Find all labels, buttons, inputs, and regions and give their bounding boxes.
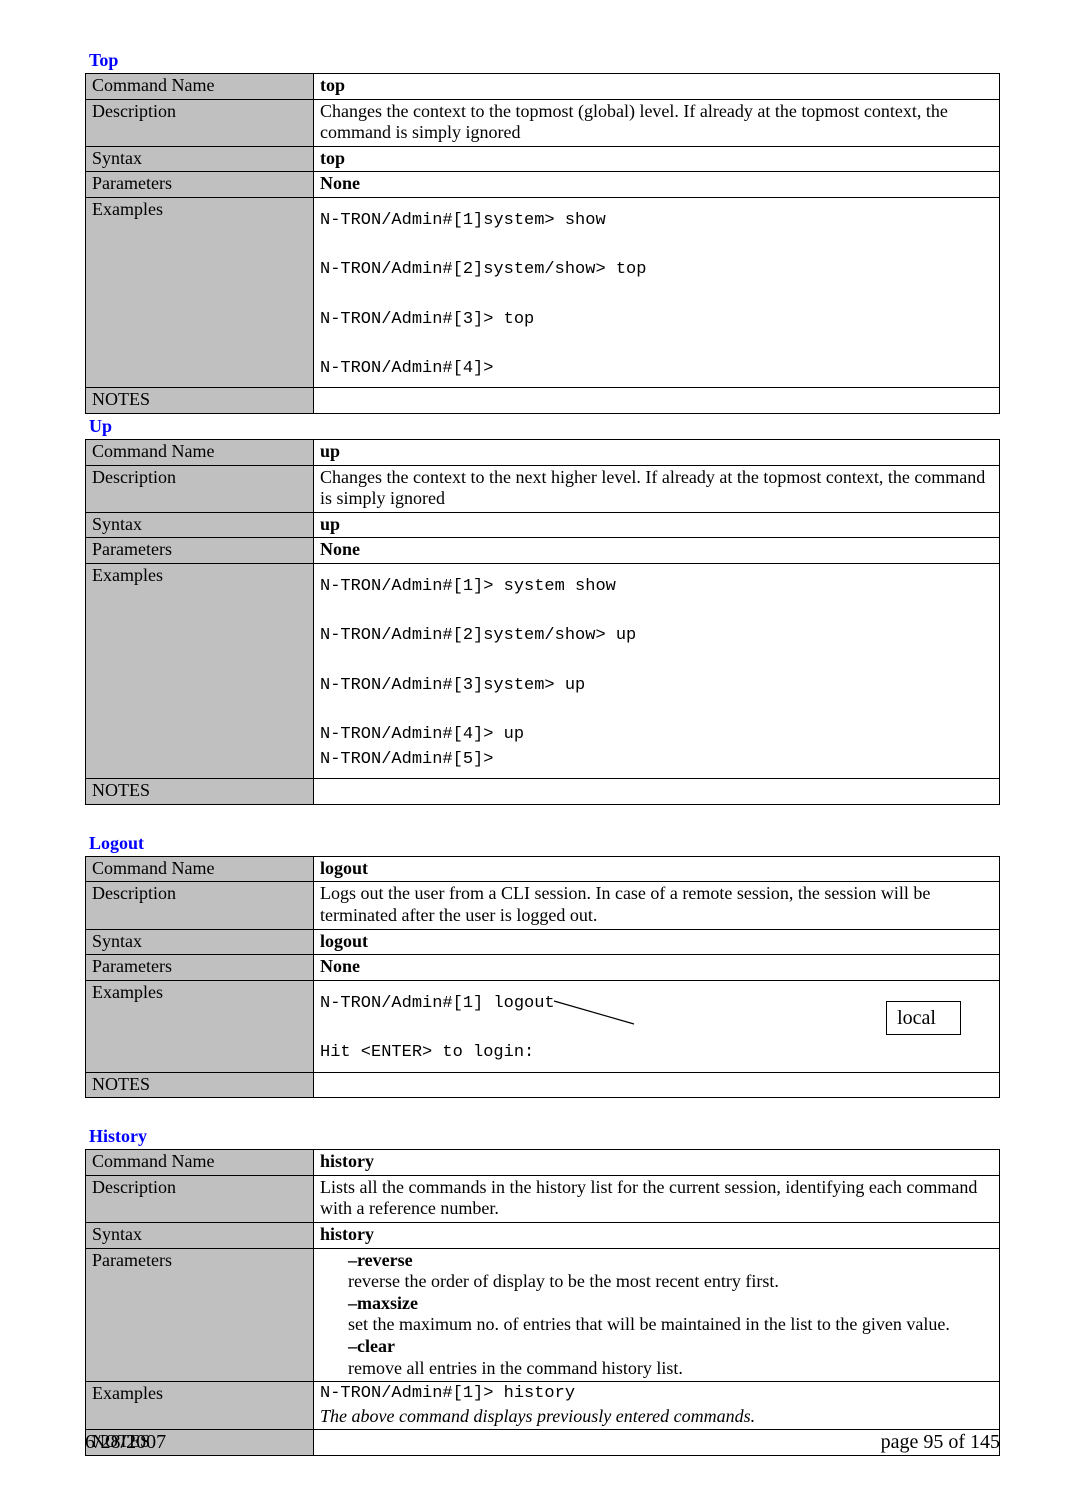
value-syntax: up — [314, 512, 1000, 538]
label-command-name: Command Name — [86, 1150, 314, 1176]
footer-page: page 95 of 145 — [881, 1431, 1000, 1454]
label-command-name: Command Name — [86, 440, 314, 466]
value-examples: N-TRON/Admin#[1]> system show N-TRON/Adm… — [314, 564, 1000, 779]
param-desc: remove all entries in the command histor… — [348, 1358, 993, 1380]
label-syntax: Syntax — [86, 929, 314, 955]
value-examples: N-TRON/Admin#[1]> history The above comm… — [314, 1382, 1000, 1430]
label-parameters: Parameters — [86, 538, 314, 564]
param-name: –maxsize — [348, 1293, 993, 1315]
value-command-name: up — [314, 440, 1000, 466]
param-name: –clear — [348, 1336, 993, 1358]
table-up: Command Name up Description Changes the … — [85, 439, 1000, 805]
value-notes — [314, 779, 1000, 805]
label-examples: Examples — [86, 197, 314, 387]
value-command-name: history — [314, 1150, 1000, 1176]
page: Top Command Name top Description Changes… — [0, 0, 1080, 1488]
value-parameters: –reversereverse the order of display to … — [314, 1248, 1000, 1382]
code-examples: N-TRON/Admin#[1]system> show N-TRON/Admi… — [320, 199, 993, 385]
label-notes: NOTES — [86, 388, 314, 414]
table-history: Command Name history Description Lists a… — [85, 1149, 1000, 1456]
label-command-name: Command Name — [86, 856, 314, 882]
label-syntax: Syntax — [86, 512, 314, 538]
value-parameters: None — [314, 538, 1000, 564]
value-description: Changes the context to the next higher l… — [314, 465, 1000, 512]
label-notes: NOTES — [86, 779, 314, 805]
value-notes — [314, 388, 1000, 414]
label-description: Description — [86, 882, 314, 929]
value-syntax: logout — [314, 929, 1000, 955]
value-examples: N-TRON/Admin#[1] logout Hit <ENTER> to l… — [314, 980, 1000, 1072]
label-description: Description — [86, 1175, 314, 1222]
value-command-name: logout — [314, 856, 1000, 882]
table-logout: Command Name logout Description Logs out… — [85, 856, 1000, 1098]
label-examples: Examples — [86, 1382, 314, 1430]
section-title-up: Up — [89, 416, 1000, 437]
value-parameters: None — [314, 172, 1000, 198]
page-footer: 6/28/2007 page 95 of 145 — [85, 1431, 1000, 1454]
label-notes: NOTES — [86, 1072, 314, 1098]
value-examples: N-TRON/Admin#[1]system> show N-TRON/Admi… — [314, 197, 1000, 387]
table-top: Command Name top Description Changes the… — [85, 73, 1000, 414]
code-example-cmd: N-TRON/Admin#[1]> history — [320, 1383, 993, 1406]
value-command-name: top — [314, 74, 1000, 100]
param-desc: reverse the order of display to be the m… — [348, 1271, 993, 1293]
label-description: Description — [86, 99, 314, 146]
value-syntax: history — [314, 1223, 1000, 1249]
label-syntax: Syntax — [86, 146, 314, 172]
value-parameters: None — [314, 955, 1000, 981]
value-syntax: top — [314, 146, 1000, 172]
section-title-top: Top — [89, 50, 1000, 71]
section-title-logout: Logout — [89, 833, 1000, 854]
example-note: The above command displays previously en… — [320, 1406, 755, 1426]
value-notes — [314, 1072, 1000, 1098]
label-examples: Examples — [86, 980, 314, 1072]
value-description: Logs out the user from a CLI session. In… — [314, 882, 1000, 929]
value-description: Lists all the commands in the history li… — [314, 1175, 1000, 1222]
code-examples: N-TRON/Admin#[1]> system show N-TRON/Adm… — [320, 565, 993, 776]
label-command-name: Command Name — [86, 74, 314, 100]
label-parameters: Parameters — [86, 955, 314, 981]
label-description: Description — [86, 465, 314, 512]
param-name: –reverse — [348, 1250, 993, 1272]
param-desc: set the maximum no. of entries that will… — [348, 1314, 993, 1336]
label-parameters: Parameters — [86, 1248, 314, 1382]
value-description: Changes the context to the topmost (glob… — [314, 99, 1000, 146]
label-parameters: Parameters — [86, 172, 314, 198]
footer-date: 6/28/2007 — [85, 1431, 166, 1454]
label-syntax: Syntax — [86, 1223, 314, 1249]
callout-local: local — [886, 1001, 961, 1035]
label-examples: Examples — [86, 564, 314, 779]
section-title-history: History — [89, 1126, 1000, 1147]
